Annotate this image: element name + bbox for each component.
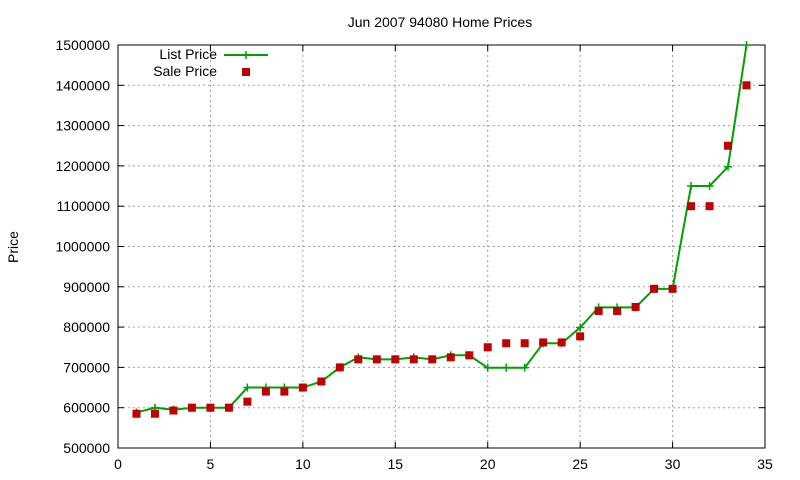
sale-price-point: [446, 353, 455, 362]
sale-price-point: [668, 284, 677, 293]
sale-price-point: [742, 81, 751, 90]
sale-price-point: [483, 343, 492, 352]
sale-price-point: [520, 339, 529, 348]
y-tick-label: 1000000: [55, 239, 110, 255]
list-price-point: [483, 363, 492, 372]
list-price-point: [724, 162, 733, 171]
sale-price-point: [391, 355, 400, 364]
y-tick-label: 1400000: [55, 77, 110, 93]
y-axis-label: Price: [5, 231, 21, 263]
list-price-point: [520, 363, 529, 372]
list-price-point: [243, 383, 252, 392]
x-tick-label: 20: [480, 456, 496, 472]
chart-title: Jun 2007 94080 Home Prices: [348, 14, 532, 30]
legend-label-list-price: List Price: [159, 46, 217, 62]
y-tick-label: 600000: [63, 400, 110, 416]
x-tick-label: 10: [295, 456, 311, 472]
sale-price-point: [428, 355, 437, 364]
x-tick-label: 0: [114, 456, 122, 472]
legend-label-sale-price: Sale Price: [153, 63, 217, 79]
sale-price-point: [317, 377, 326, 386]
y-tick-label: 700000: [63, 359, 110, 375]
list-price-line: [136, 44, 748, 414]
sale-price-point: [243, 397, 252, 406]
sale-price-point: [409, 355, 418, 364]
sale-price-point: [261, 387, 270, 396]
legend: List Price Sale Price: [153, 46, 268, 79]
sale-price-point: [631, 302, 640, 311]
y-tick-label: 500000: [63, 440, 110, 456]
sale-price-point: [594, 306, 603, 315]
sale-price-point: [724, 141, 733, 150]
list-price-point: [705, 182, 714, 191]
sale-price-point: [465, 351, 474, 360]
sale-price-point: [206, 403, 215, 412]
y-tick-label: 800000: [63, 319, 110, 335]
axes: 0 5 10 15 20 25 30 35 500000 600000 700000 800000 90…: [55, 37, 773, 472]
x-tick-label: 15: [387, 456, 403, 472]
sale-price-point: [705, 202, 714, 211]
x-tick-label: 5: [207, 456, 215, 472]
sale-price-point: [557, 338, 566, 347]
sale-price-point: [613, 306, 622, 315]
x-tick-label: 35: [757, 456, 773, 472]
plot-border: [117, 44, 766, 449]
plot-area: [132, 41, 751, 418]
list-price-point: [687, 182, 696, 191]
x-tick-label: 30: [665, 456, 681, 472]
y-tick-label: 1200000: [55, 158, 110, 174]
sale-price-point: [187, 403, 196, 412]
sale-price-point: [132, 409, 141, 418]
list-price-point: [576, 323, 585, 332]
x-tick-label: 25: [572, 456, 588, 472]
sale-price-point: [335, 363, 344, 372]
list-price-point: [742, 41, 751, 49]
sale-price-point: [372, 355, 381, 364]
sale-price-point: [298, 383, 307, 392]
y-tick-label: 1300000: [55, 118, 110, 134]
sale-price-point: [354, 355, 363, 364]
sale-price-point: [150, 409, 159, 418]
sale-price-point: [539, 338, 548, 347]
sale-price-point: [169, 406, 178, 415]
sale-price-point: [650, 284, 659, 293]
sale-price-point: [576, 332, 585, 341]
y-tick-label: 1100000: [57, 198, 111, 214]
grid-lines: [118, 45, 765, 448]
legend-sale-price-marker: [242, 68, 250, 76]
y-tick-label: 1500000: [55, 37, 110, 53]
sale-price-point: [687, 202, 696, 211]
y-tick-label: 900000: [63, 279, 110, 295]
sale-price-point: [502, 339, 511, 348]
legend-list-price-marker: [242, 51, 250, 59]
sale-price-point: [280, 387, 289, 396]
list-price-point: [502, 363, 511, 372]
sale-price-point: [224, 403, 233, 412]
